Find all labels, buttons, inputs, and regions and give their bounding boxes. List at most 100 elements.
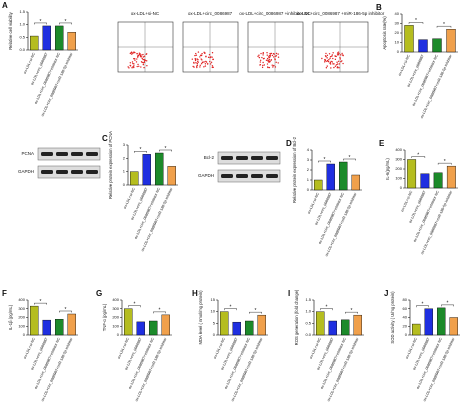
y-tick-label: 400	[18, 297, 25, 302]
x-tick-label: ox-LDL+si-NC	[23, 337, 36, 360]
panel-letter: J	[384, 289, 388, 298]
flow-dot	[277, 62, 279, 64]
flow-dot	[142, 58, 144, 61]
y-tick-label: 80	[403, 297, 408, 302]
flow-dot	[141, 54, 143, 56]
bar	[407, 159, 417, 189]
flow-dot	[211, 65, 214, 67]
flow-dot	[196, 64, 199, 67]
flow-label: ox-LDL+circ_0086987 +inhibitor NC	[239, 11, 311, 16]
sig-star: *	[255, 308, 257, 314]
flow-dot	[329, 57, 331, 60]
sig-star: *	[326, 304, 328, 310]
flow-dot	[201, 52, 203, 55]
sig-star: *	[351, 308, 353, 314]
bar	[42, 319, 51, 336]
flow-dot	[200, 63, 203, 65]
bar	[341, 319, 350, 336]
flow-dot	[267, 60, 269, 63]
flow-dot	[324, 55, 327, 57]
flow-dot	[210, 61, 213, 64]
flow-dot	[261, 66, 264, 69]
bar	[42, 25, 51, 51]
flow-dot	[211, 52, 214, 54]
sig-bracket	[134, 151, 147, 153]
flow-dot	[209, 56, 211, 59]
y-tick-label: 3	[123, 142, 126, 147]
flow-dot	[337, 60, 340, 62]
bar	[339, 161, 348, 191]
y-tick-label: 0	[213, 332, 216, 337]
flow-dot	[275, 61, 277, 63]
flow-dot	[138, 65, 140, 68]
y-axis-label: TNF-α (pg/mL)	[102, 303, 107, 331]
blot-band	[56, 170, 68, 174]
x-tick-label: ox-LDL+si-NC	[400, 190, 413, 213]
bar	[353, 314, 362, 336]
flow-dot	[195, 62, 197, 64]
flow-dot	[207, 56, 210, 59]
panel-letter: H	[192, 289, 198, 298]
flow-dot	[267, 56, 270, 58]
flow-dot	[136, 65, 138, 68]
sig-star: *	[417, 152, 419, 158]
x-tick-label: ox-LDL+si-NC	[117, 337, 130, 360]
flow-dot	[272, 66, 274, 68]
y-tick-label: 0	[117, 332, 120, 337]
y-tick-label: 0.0	[19, 47, 25, 52]
flow-dot	[333, 63, 335, 65]
flow-dot	[266, 52, 268, 54]
flow-dot	[257, 55, 259, 58]
y-tick-label: 200	[18, 315, 25, 320]
flow-dot	[205, 61, 208, 63]
x-tick-label: ox-LDL+si-NC	[213, 337, 226, 360]
flow-dot	[199, 64, 201, 66]
flow-dot	[203, 61, 205, 63]
flow-dot	[277, 56, 280, 58]
sig-star: *	[324, 157, 326, 163]
y-tick-label: 20	[395, 30, 400, 35]
sig-star: *	[134, 302, 136, 308]
flow-dot	[326, 57, 328, 59]
flow-dot	[326, 65, 328, 67]
flow-dot	[131, 61, 134, 63]
flow-dot	[331, 55, 333, 57]
flow-dot	[329, 61, 332, 64]
sig-bracket	[34, 302, 47, 305]
flow-dot	[143, 55, 146, 57]
flow-dot	[337, 54, 340, 56]
flow-dot	[262, 64, 264, 67]
sig-star: *	[230, 304, 232, 310]
sig-bracket	[436, 26, 452, 28]
flow-dot	[321, 57, 323, 60]
flow-dot	[204, 65, 207, 67]
blot-band	[41, 170, 53, 174]
bar	[130, 171, 139, 186]
sig-star: *	[159, 308, 161, 314]
flow-dot	[334, 55, 336, 57]
bar	[420, 173, 430, 189]
y-tick-label: 300	[18, 306, 25, 311]
bar	[155, 152, 164, 186]
blot-band	[71, 170, 83, 174]
flow-dot	[131, 67, 133, 69]
sig-bracket	[441, 304, 454, 307]
flow-dot	[141, 61, 143, 64]
flow-dot	[325, 67, 328, 69]
flow-dot	[274, 58, 276, 60]
y-tick-label: 40	[395, 11, 400, 16]
sig-star: *	[444, 159, 446, 165]
flow-dot	[336, 52, 339, 54]
blot-band	[221, 174, 233, 178]
flow-dot	[269, 54, 272, 56]
flow-label: ox-LDL+si-NC	[131, 11, 160, 16]
flow-dot	[206, 63, 209, 65]
y-tick-label: 0	[307, 187, 310, 192]
sig-bracket	[59, 22, 72, 25]
bar	[412, 323, 421, 336]
sig-bracket	[437, 162, 452, 165]
bar	[55, 25, 64, 51]
flow-dot	[329, 63, 332, 65]
y-tick-label: 100	[112, 323, 119, 328]
blot-band	[221, 156, 233, 160]
